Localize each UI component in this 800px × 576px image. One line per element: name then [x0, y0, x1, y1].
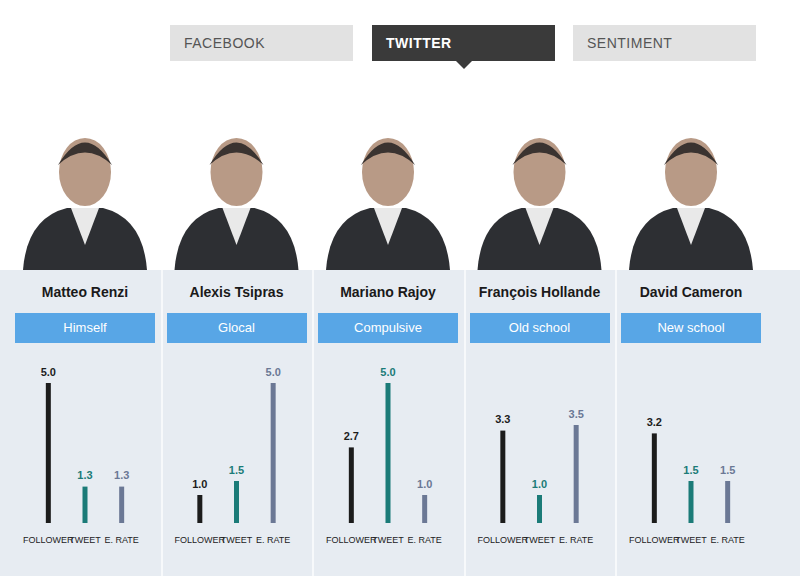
svg-text:TWEET: TWEET — [372, 535, 404, 545]
svg-text:3.2: 3.2 — [647, 416, 662, 428]
svg-text:1.0: 1.0 — [532, 478, 547, 490]
svg-text:3.5: 3.5 — [569, 408, 584, 420]
svg-text:E. RATE: E. RATE — [710, 535, 744, 545]
svg-text:3.3: 3.3 — [495, 413, 510, 425]
svg-text:TWEET: TWEET — [69, 535, 101, 545]
svg-text:FOLLOWER: FOLLOWER — [326, 535, 377, 545]
svg-text:TWEET: TWEET — [675, 535, 707, 545]
html-text:SENTIMENT: SENTIMENT — [587, 35, 673, 51]
html-text:Alexis Tsipras: Alexis Tsipras — [189, 284, 284, 300]
svg-text:TWEET: TWEET — [221, 535, 253, 545]
html-text:Glocal: Glocal — [218, 320, 255, 335]
svg-text:E. RATE: E. RATE — [104, 535, 138, 545]
svg-text:FOLLOWER: FOLLOWER — [175, 535, 226, 545]
svg-text:E. RATE: E. RATE — [559, 535, 593, 545]
svg-text:1.3: 1.3 — [77, 469, 92, 481]
svg-text:FOLLOWER: FOLLOWER — [629, 535, 680, 545]
svg-text:1.3: 1.3 — [114, 469, 129, 481]
html-text:Mariano Rajoy: Mariano Rajoy — [340, 284, 436, 300]
html-text:Compulsive: Compulsive — [354, 320, 422, 335]
svg-text:5.0: 5.0 — [266, 366, 281, 378]
svg-text:5.0: 5.0 — [41, 366, 56, 378]
svg-text:1.5: 1.5 — [720, 464, 735, 476]
html-text:David Cameron: David Cameron — [639, 284, 743, 300]
svg-text:2.7: 2.7 — [344, 430, 359, 442]
svg-text:1.5: 1.5 — [229, 464, 244, 476]
html-text:François Hollande: François Hollande — [478, 284, 601, 300]
html-text:Himself: Himself — [63, 320, 107, 335]
html-text:Old school: Old school — [508, 320, 571, 335]
svg-text:E. RATE: E. RATE — [256, 535, 290, 545]
svg-text:FOLLOWER: FOLLOWER — [23, 535, 74, 545]
svg-text:1.0: 1.0 — [192, 478, 207, 490]
html-text:FACEBOOK: FACEBOOK — [184, 35, 265, 51]
svg-text:FOLLOWER: FOLLOWER — [478, 535, 529, 545]
html-text:New school: New school — [657, 320, 725, 335]
svg-text:5.0: 5.0 — [380, 366, 395, 378]
html-text:Matteo Renzi: Matteo Renzi — [41, 284, 129, 300]
svg-text:E. RATE: E. RATE — [407, 535, 441, 545]
svg-text:1.0: 1.0 — [417, 478, 432, 490]
svg-text:TWEET: TWEET — [524, 535, 556, 545]
svg-text:1.5: 1.5 — [683, 464, 698, 476]
html-text:TWITTER: TWITTER — [386, 35, 452, 51]
